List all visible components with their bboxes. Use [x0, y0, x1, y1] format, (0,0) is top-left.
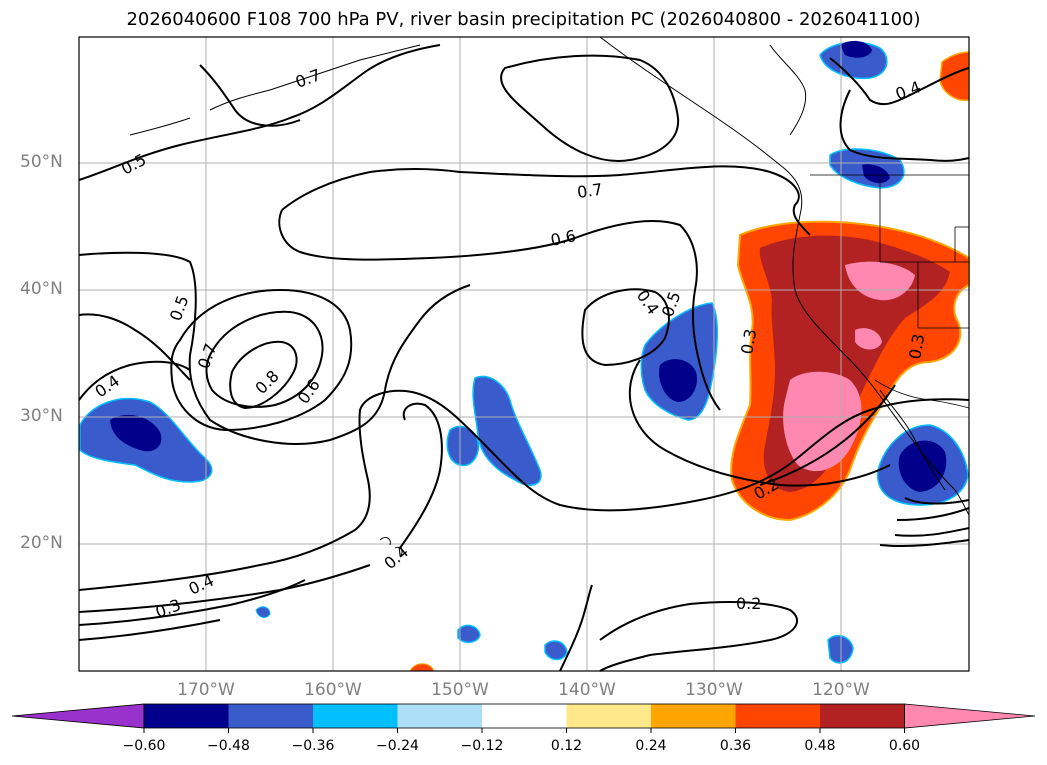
lon-label: 120°W	[812, 680, 870, 700]
lon-label: 140°W	[558, 680, 616, 700]
contour-label: 0.7	[576, 180, 604, 202]
lon-label: 130°W	[685, 680, 743, 700]
colorbar-tick-label: 0.24	[635, 738, 667, 754]
colorbar-bin	[144, 704, 229, 728]
lat-label: 40°N	[20, 279, 63, 299]
colorbar-tick-label: −0.48	[207, 738, 250, 754]
coastlines	[129, 36, 970, 557]
lon-label: 160°W	[304, 680, 362, 700]
colorbar-tick-label: 0.48	[804, 738, 836, 754]
colorbar-bin	[566, 704, 651, 728]
colorbar-tick-label: −0.24	[376, 738, 419, 754]
colorbar-bin	[735, 704, 820, 728]
precip-negative-central	[472, 375, 542, 486]
colorbar-bin	[482, 704, 567, 728]
colorbar-bin	[313, 704, 398, 728]
contour-label: 0.3	[905, 332, 928, 360]
colorbar-bin	[651, 704, 736, 728]
lat-label: 20°N	[20, 533, 63, 553]
lon-label: 150°W	[431, 680, 489, 700]
colorbar-bin	[397, 704, 482, 728]
colorbar-tick-label: 0.36	[719, 738, 752, 754]
map-title: 2026040600 F108 700 hPa PV, river basin …	[126, 9, 921, 30]
colorbar-bin	[820, 704, 905, 728]
lat-label: 50°N	[20, 152, 63, 172]
map-frame	[78, 36, 970, 672]
graticule	[79, 37, 969, 671]
contour-label: 0.3	[737, 327, 760, 355]
lon-label: 170°W	[177, 680, 235, 700]
colorbar	[11, 703, 1036, 733]
colorbar-tick-label: −0.36	[291, 738, 335, 754]
colorbar-extend-low	[11, 703, 145, 729]
colorbar-extend-high	[904, 703, 1036, 729]
lat-label: 30°N	[20, 406, 63, 426]
contour-label: 0.2	[736, 594, 761, 613]
colorbar-tick-label: −0.60	[122, 738, 166, 754]
contour-label: 0.6	[549, 226, 578, 250]
pv-contours	[78, 44, 970, 672]
colorbar-bin	[228, 704, 313, 728]
colorbar-tick-label: −0.12	[460, 738, 504, 754]
colorbar-tick-label: 0.60	[888, 738, 921, 754]
colorbar-tick-label: 0.12	[550, 738, 583, 754]
